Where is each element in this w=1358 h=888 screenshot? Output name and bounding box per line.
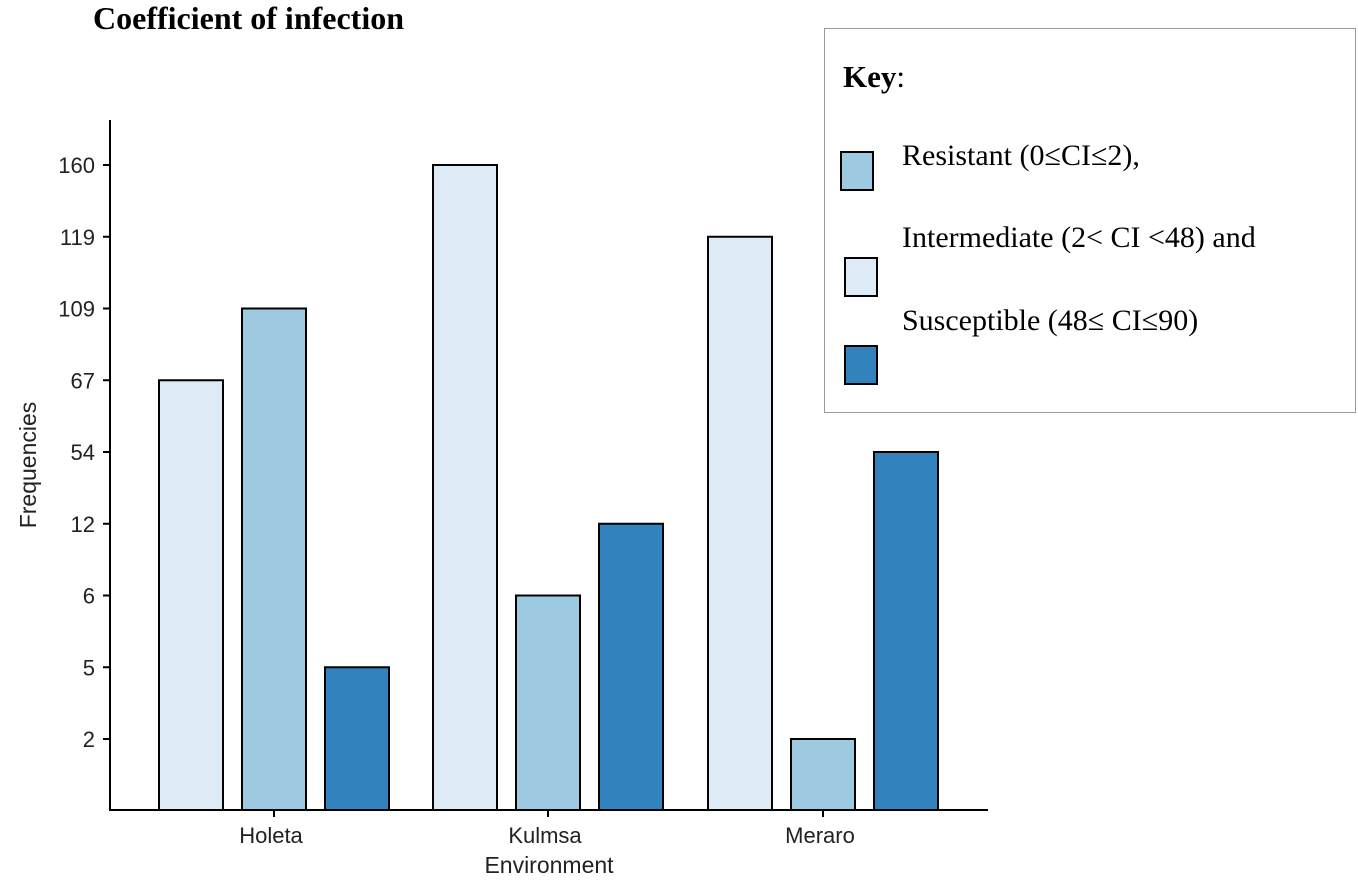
x-tick-label-meraro: Meraro: [785, 823, 855, 848]
y-tick-label: 67: [71, 368, 95, 393]
legend-title-key: Key: [843, 59, 897, 94]
y-tick-label: 160: [58, 153, 95, 178]
bar-holeta-susceptible: [324, 666, 390, 811]
legend-label-intermediate: Intermediate (2< CI <48) and: [902, 221, 1256, 254]
legend-title: Key:: [843, 59, 905, 95]
y-tick-label: 6: [83, 584, 95, 609]
y-tick-label: 54: [71, 440, 95, 465]
y-tick-label: 109: [58, 297, 95, 322]
legend-title-colon: :: [896, 59, 905, 94]
legend-label-resistant: Resistant (0≤CI≤2),: [902, 139, 1140, 172]
bars: [158, 164, 939, 811]
x-tick-label-holeta: Holeta: [239, 823, 303, 848]
y-tick-label: 5: [83, 655, 95, 680]
legend-swatch-intermediate: [844, 257, 878, 297]
bar-holeta-resistant: [241, 307, 307, 811]
legend-swatch-resistant: [840, 151, 874, 191]
y-axis-title: Frequencies: [15, 402, 41, 529]
legend-swatch-susceptible: [844, 345, 878, 385]
x-tick-label-kulmsa: Kulmsa: [508, 823, 582, 848]
y-tick-label: 119: [60, 225, 95, 250]
y-axis-ticks: 2 5 6 12 54 67 109 119 160: [58, 153, 110, 752]
legend: Key: Resistant (0≤CI≤2), Intermediate (2…: [824, 28, 1356, 413]
bar-kulmsa-intermediate: [432, 164, 498, 811]
legend-label-susceptible: Susceptible (48≤ CI≤90): [902, 304, 1199, 337]
bar-kulmsa-susceptible: [598, 522, 664, 811]
bar-meraro-resistant: [790, 738, 856, 811]
chart-title: Coefficient of infection: [93, 0, 405, 36]
bar-kulmsa-resistant: [515, 594, 581, 811]
x-axis-title: Environment: [484, 852, 614, 878]
bar-holeta-intermediate: [158, 379, 224, 811]
bar-meraro-intermediate: [707, 235, 773, 811]
x-axis-ticks: Holeta Kulmsa Meraro: [239, 810, 855, 848]
y-tick-label: 2: [83, 727, 95, 752]
bar-meraro-susceptible: [873, 451, 939, 811]
y-tick-label: 12: [71, 512, 95, 537]
